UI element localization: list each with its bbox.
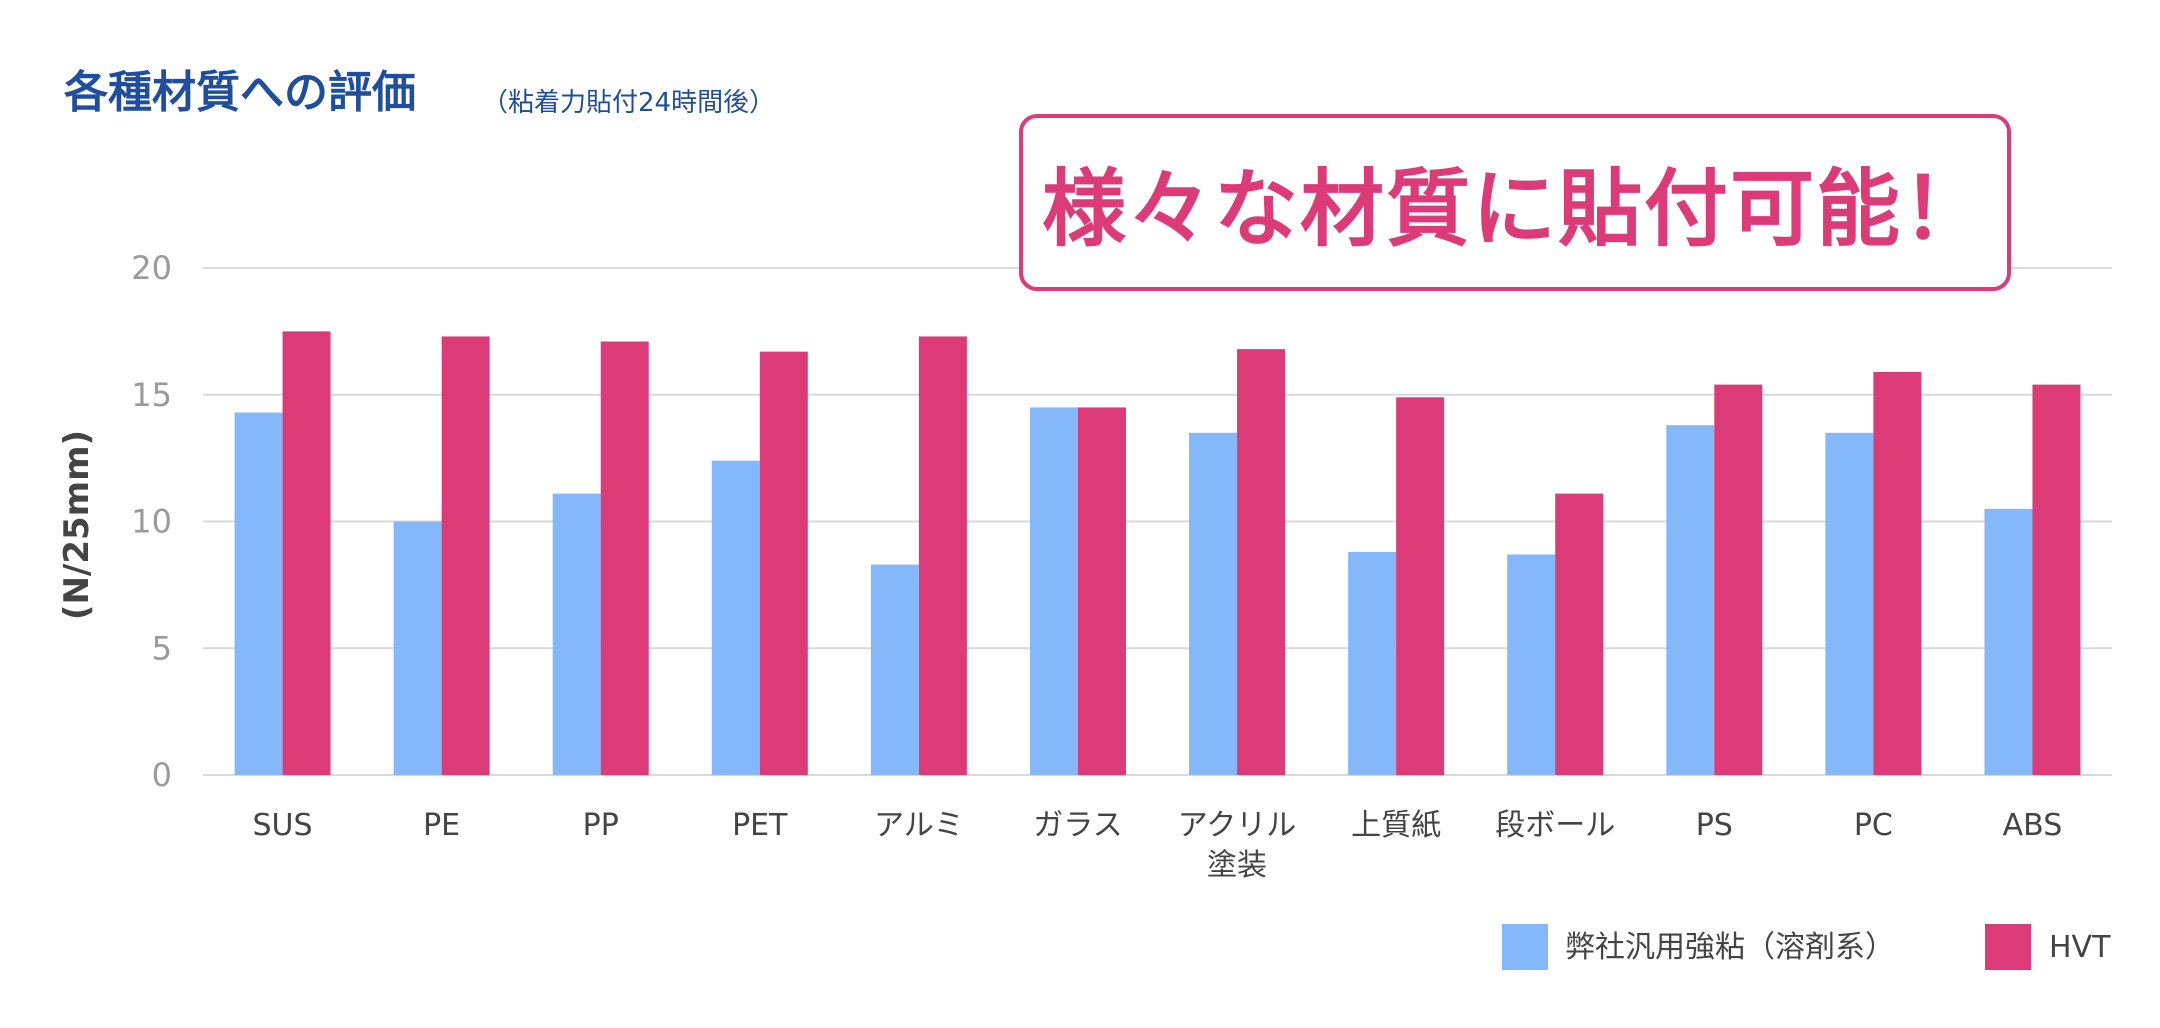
x-axis-labels: SUS PE PP PET アルミ ガラス アクリル塗装 上質紙 段ボール PS PC ABS	[253, 808, 2063, 883]
legend-label-series-2: HVT	[2049, 930, 2111, 965]
y-axis-ticks: 0 5 10 15 20	[131, 249, 172, 794]
bar-series-1	[393, 521, 442, 775]
bar-series-2	[1237, 349, 1286, 775]
bar-series-1	[1348, 551, 1397, 775]
bar-series-2	[2032, 384, 2081, 775]
callout-box: 様々な材質に貼付可能！	[1019, 114, 2011, 291]
x-tick-label: PET	[732, 808, 788, 843]
y-tick-label: 20	[131, 249, 172, 287]
bar-series-1	[1984, 508, 2033, 775]
bar-series-2	[1873, 371, 1922, 775]
bar-series-1	[234, 412, 283, 775]
legend: 弊社汎用強粘（溶剤系） HVT	[1502, 924, 2111, 970]
x-tick-label: SUS	[253, 808, 313, 843]
x-tick-label: アルミ	[874, 808, 964, 843]
bar-series-1	[1825, 432, 1874, 775]
legend-swatch-series-2	[1985, 924, 2031, 970]
bar-series-1	[711, 460, 760, 775]
chart-title: 各種材質への評価	[64, 67, 416, 118]
bar-series-1	[1029, 407, 1078, 775]
callout-text: 様々な材質に貼付可能！	[1041, 160, 1988, 258]
bars	[234, 331, 2081, 775]
x-tick-label: ABS	[2003, 808, 2063, 843]
y-axis-label: (N/25mm)	[57, 430, 97, 620]
legend-swatch-series-1	[1502, 924, 1548, 970]
bar-series-2	[918, 336, 967, 775]
y-tick-label: 5	[152, 629, 172, 667]
x-tick-label: アクリル塗装	[1178, 808, 1297, 883]
bar-series-1	[552, 493, 601, 775]
bar-series-1	[1666, 425, 1715, 775]
y-tick-label: 0	[152, 756, 172, 794]
bar-series-2	[600, 341, 649, 775]
bar-series-2	[1077, 407, 1126, 775]
bar-series-2	[282, 331, 331, 775]
y-tick-label: 15	[131, 376, 172, 414]
x-tick-label: PE	[423, 808, 460, 843]
x-tick-label: PS	[1696, 808, 1733, 843]
bar-series-2	[759, 351, 808, 775]
x-tick-label: 上質紙	[1351, 808, 1441, 843]
chart-subtitle: （粘着力貼付24時間後）	[482, 88, 776, 118]
x-tick-label: ガラス	[1033, 808, 1122, 843]
bar-series-2	[1714, 384, 1763, 775]
bar-series-2	[1555, 493, 1604, 775]
bar-series-1	[870, 564, 919, 775]
x-tick-label: PP	[583, 808, 619, 843]
bar-series-1	[1507, 554, 1556, 775]
x-tick-label: PC	[1854, 808, 1893, 843]
bar-series-2	[1396, 397, 1445, 775]
legend-label-series-1: 弊社汎用強粘（溶剤系）	[1565, 930, 1895, 965]
x-tick-label: 段ボール	[1495, 808, 1615, 843]
y-tick-label: 10	[131, 503, 172, 541]
bar-series-2	[441, 336, 490, 775]
bar-series-1	[1189, 432, 1238, 775]
